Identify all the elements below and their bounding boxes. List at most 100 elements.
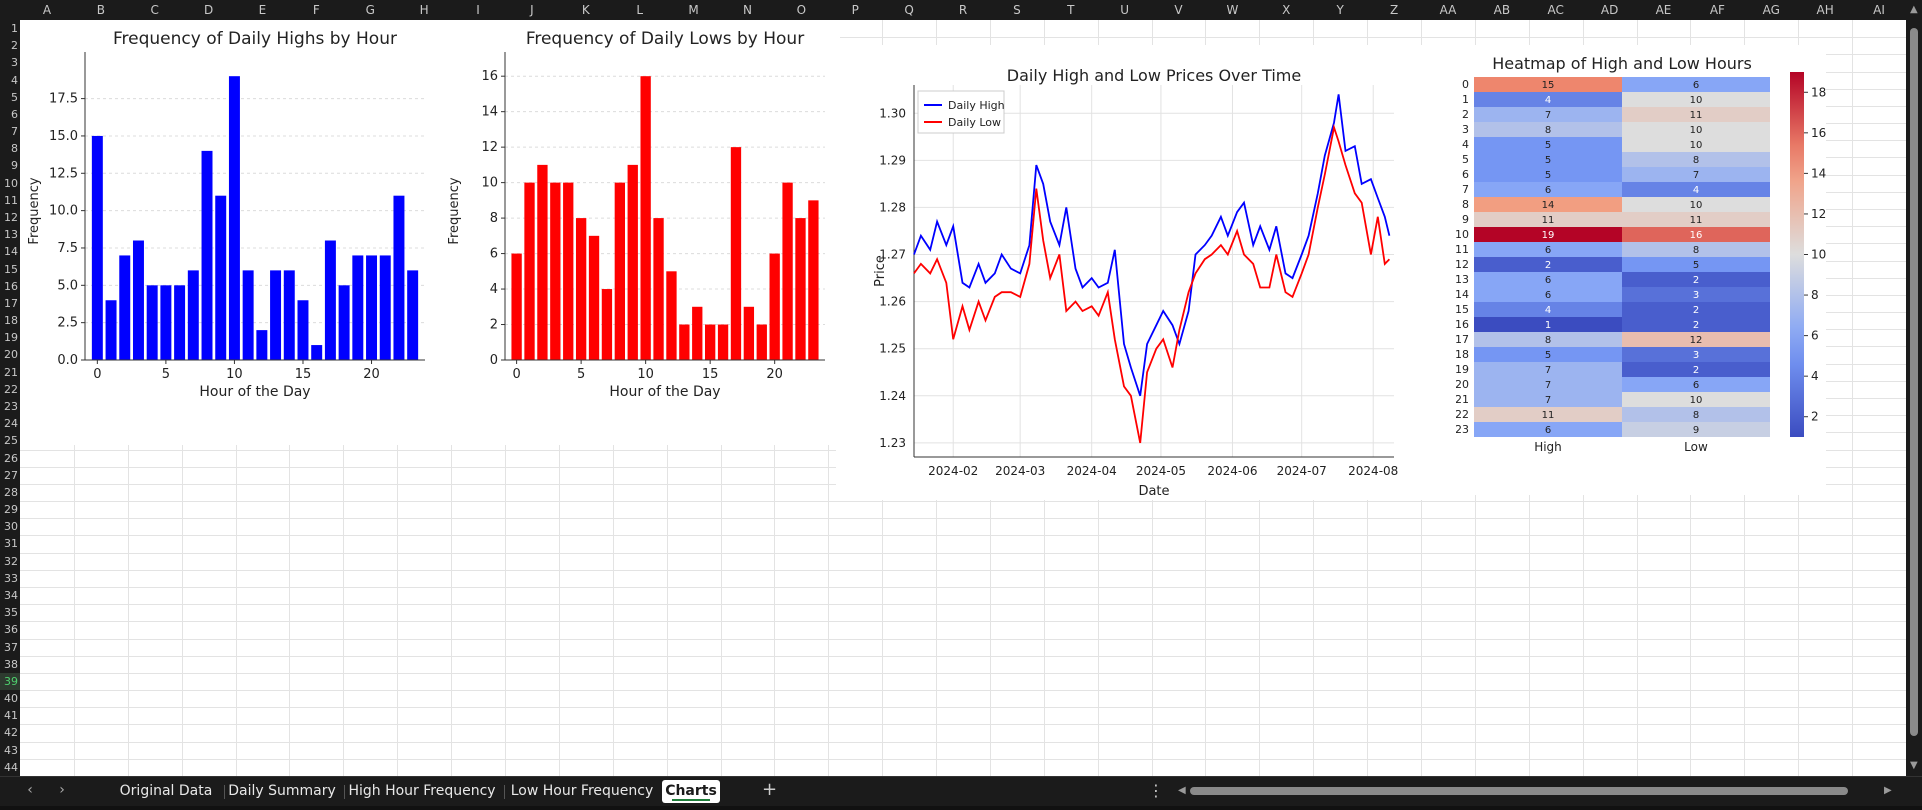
sheet-tab-low-hour-frequency[interactable]: Low Hour Frequency [502, 780, 662, 803]
sheet-tab-bar: ‹ › Original Data Daily Summary High Hour … [0, 776, 1922, 807]
grid-row-line [20, 569, 1906, 571]
cell-value: 7 [1693, 170, 1699, 181]
x-axis-label: Hour of the Day [609, 384, 720, 400]
sheet-tab-original-data[interactable]: Original Data [110, 780, 222, 803]
heatmap-cell [1622, 422, 1770, 437]
row-header-44: 44 [4, 760, 18, 774]
heatmap-cell [1622, 197, 1770, 212]
grid-row-line [20, 690, 1906, 692]
vertical-scrollbar[interactable]: ▲ ▼ [1906, 0, 1922, 776]
y-tick-label: 2 [490, 318, 498, 333]
colorbar-tick-label: 14 [1811, 166, 1826, 180]
column-header-U: U [1120, 3, 1130, 17]
column-header-L: L [636, 3, 644, 17]
heatmap-cell [1622, 302, 1770, 317]
bar [640, 76, 651, 360]
scroll-up-icon[interactable]: ▲ [1910, 4, 1918, 15]
x-tick-label: 20 [766, 367, 783, 382]
row-header-12: 12 [4, 211, 18, 224]
add-sheet-button[interactable]: + [762, 779, 778, 800]
row-header-7: 7 [11, 125, 18, 139]
bar [705, 324, 716, 360]
series-line-daily-high [913, 94, 1391, 397]
bar [379, 255, 391, 360]
chevron-left-icon[interactable]: ‹ [27, 782, 33, 798]
vertical-scroll-thumb[interactable] [1910, 28, 1918, 736]
column-header-H: H [419, 3, 429, 17]
row-label: 13 [1456, 273, 1469, 286]
heatmap-cell [1474, 332, 1622, 347]
bar [366, 255, 378, 360]
column-header-AA: AA [1439, 3, 1457, 17]
column-header-E: E [258, 3, 267, 17]
x-tick-label: 10 [226, 367, 243, 382]
scroll-down-icon[interactable]: ▼ [1910, 760, 1918, 771]
sheet-tab-charts[interactable]: Charts [662, 780, 720, 803]
heatmap-cell [1474, 422, 1622, 437]
chart-daily-lows[interactable]: Frequency of Daily Lows by Hour 0 2 4 6 8 10 12… [440, 20, 840, 445]
cell-value: 14 [1542, 200, 1555, 211]
more-vertical-icon[interactable]: ⋮ [1148, 781, 1164, 800]
heatmap-cell [1622, 137, 1770, 152]
chart-legend: Daily High Daily Low [917, 90, 1005, 134]
scroll-left-icon[interactable]: ◀ [1178, 785, 1186, 796]
colorbar-tick-label: 8 [1811, 288, 1819, 302]
column-header-W: W [1226, 3, 1239, 17]
column-header-G: G [365, 3, 375, 17]
cell-value: 10 [1690, 395, 1703, 406]
row-header-20: 20 [4, 348, 18, 362]
colorbar-tick-label: 16 [1811, 126, 1826, 140]
horizontal-scroll-thumb[interactable] [1190, 787, 1848, 795]
sheet-tab-label: Charts [665, 783, 717, 799]
heatmap-cell [1474, 272, 1622, 287]
column-header-B: B [96, 3, 105, 17]
heatmap-cell [1474, 122, 1622, 137]
chart-prices-over-time[interactable]: Daily High and Low Prices Over Time 1.23 1… [836, 45, 1456, 500]
column-header-J: J [530, 3, 534, 17]
heatmap-cell [1474, 242, 1622, 257]
cell-value: 8 [1545, 125, 1551, 136]
column-label: High [1534, 440, 1562, 454]
bar [215, 195, 227, 360]
sheet-tab-daily-summary[interactable]: Daily Summary [222, 780, 342, 803]
scroll-right-icon[interactable]: ▶ [1884, 785, 1892, 796]
y-tick-label: 0.0 [57, 353, 78, 368]
cell-value: 12 [1690, 335, 1703, 346]
bar [575, 218, 587, 360]
chart-title: Heatmap of High and Low Hours [1492, 54, 1752, 73]
bar [550, 182, 561, 360]
row-header-2: 2 [11, 39, 18, 53]
row-header-43: 43 [4, 743, 18, 757]
column-header-Q: Q [904, 3, 914, 17]
y-tick-label: 12 [481, 140, 498, 155]
grid-row-line [20, 501, 1906, 503]
heatmap-cell [1622, 227, 1770, 242]
column-header-T: T [1067, 3, 1075, 17]
colorbar-tick-label: 4 [1811, 369, 1819, 383]
heatmap-cell [1474, 257, 1622, 272]
chevron-right-icon[interactable]: › [59, 782, 65, 798]
y-tick-label: 6 [490, 247, 498, 262]
column-header-AB: AB [1493, 3, 1511, 17]
x-tick-label: 2024-06 [1207, 464, 1257, 478]
y-tick-label: 1.23 [879, 436, 906, 450]
grid-row-line [20, 587, 1906, 588]
column-label: Low [1684, 440, 1708, 454]
y-tick-label: 7.5 [57, 241, 78, 256]
cell-value: 6 [1545, 290, 1551, 301]
chart-heatmap[interactable]: Heatmap of High and Low Hours 0 15 6 1 4 10 2 7 1… [1455, 45, 1826, 495]
heatmap-cell [1622, 287, 1770, 302]
y-tick-label: 10 [481, 176, 498, 191]
sheet-tab-high-hour-frequency[interactable]: High Hour Frequency [342, 780, 502, 803]
chart-daily-highs[interactable]: Frequency of Daily Highs by Hour 0.0 2.5 5.… [20, 20, 440, 445]
row-header-26: 26 [4, 451, 18, 465]
legend-box [917, 90, 1005, 134]
row-header-6: 6 [11, 107, 18, 121]
chart-title: Frequency of Daily Lows by Hour [526, 29, 804, 49]
cell-value: 3 [1693, 350, 1699, 361]
x-tick-label: 2024-03 [995, 464, 1045, 478]
horizontal-scrollbar[interactable]: ◀ ▶ [1178, 783, 1896, 799]
bar [524, 182, 535, 360]
cell-value: 11 [1690, 215, 1703, 226]
bar [132, 240, 144, 360]
